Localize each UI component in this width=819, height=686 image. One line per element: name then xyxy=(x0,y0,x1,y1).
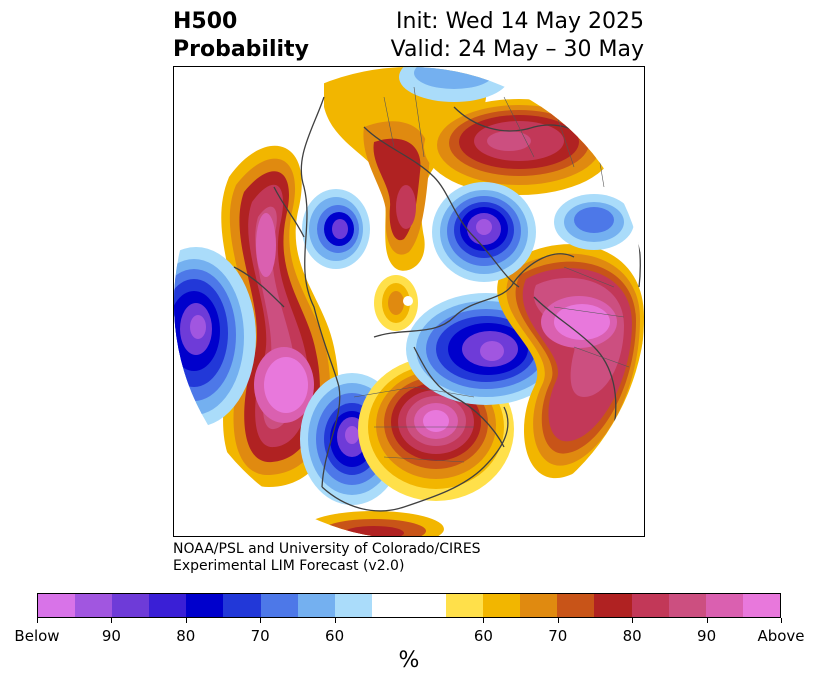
colorbar-segment xyxy=(631,594,669,617)
title-left: H500 Probability xyxy=(173,8,309,64)
colorbar-segment xyxy=(38,594,76,617)
colorbar-tick-mark xyxy=(632,618,634,623)
colorbar-tick-label: 90 xyxy=(697,627,717,645)
colorbar-tick-mark xyxy=(483,618,485,623)
colorbar-segment xyxy=(520,594,558,617)
colorbar-tick-label: 70 xyxy=(548,627,568,645)
colorbar-tick-mark xyxy=(706,618,708,623)
coastlines xyxy=(233,96,641,512)
probability-map xyxy=(174,67,644,536)
negative-anomaly-top xyxy=(399,67,509,102)
colorbar-unit: % xyxy=(398,648,420,673)
colorbar-tick-mark xyxy=(781,618,782,623)
credit-line-1: NOAA/PSL and University of Colorado/CIRE… xyxy=(173,541,481,557)
colorbar-segment xyxy=(446,594,484,617)
colorbar-tick-mark xyxy=(260,618,262,623)
positive-anomaly-europe xyxy=(497,244,644,479)
colorbar-segment xyxy=(149,594,187,617)
colorbar-segment xyxy=(112,594,150,617)
colorbar-tick-mark xyxy=(557,618,559,623)
negative-anomaly-alaska xyxy=(302,189,370,269)
colorbar-tick-mark xyxy=(185,618,187,623)
colorbar-tick-label: Below xyxy=(14,627,60,645)
colorbar-segment xyxy=(742,594,780,617)
negative-anomaly-east xyxy=(554,194,634,250)
positive-anomaly-siberia xyxy=(424,99,614,195)
negative-anomaly-scandinavia xyxy=(432,182,536,282)
colorbar-segment xyxy=(557,594,595,617)
colorbar-segment xyxy=(594,594,632,617)
colorbar-segment xyxy=(223,594,261,617)
title-right: Init: Wed 14 May 2025 Valid: 24 May – 30… xyxy=(391,8,644,64)
colorbar-tick-mark xyxy=(334,618,336,623)
colorbar-segment xyxy=(408,594,447,617)
title-quantity: Probability xyxy=(173,37,309,62)
colorbar-segment xyxy=(186,594,224,617)
colorbar xyxy=(37,593,781,618)
colorbar-tick-label: 60 xyxy=(325,627,345,645)
colorbar-tick-label: 70 xyxy=(250,627,270,645)
colorbar-segment xyxy=(260,594,298,617)
colorbar-tick-mark xyxy=(111,618,113,623)
colorbar-segment xyxy=(483,594,521,617)
colorbar-tick-mark xyxy=(37,618,38,623)
init-date: Init: Wed 14 May 2025 xyxy=(396,9,644,34)
positive-anomaly-pole xyxy=(374,275,418,331)
colorbar-segment xyxy=(297,594,335,617)
colorbar-segment xyxy=(668,594,706,617)
colorbar-tick-label: 60 xyxy=(473,627,493,645)
map-panel xyxy=(173,66,645,537)
credit-line-2: Experimental LIM Forecast (v2.0) xyxy=(173,558,405,574)
colorbar-segment xyxy=(334,594,372,617)
colorbar-segment xyxy=(371,594,409,617)
valid-range: Valid: 24 May – 30 May xyxy=(390,37,644,62)
colorbar-segment xyxy=(75,594,113,617)
colorbar-tick-label: 80 xyxy=(622,627,642,645)
negative-anomaly-west xyxy=(174,247,256,427)
positive-anomaly-south-edge xyxy=(304,511,444,536)
colorbar-tick-label: Above xyxy=(757,627,805,645)
colorbar-tick-label: 90 xyxy=(101,627,121,645)
title-variable: H500 xyxy=(173,9,238,34)
credit-text: NOAA/PSL and University of Colorado/CIRE… xyxy=(173,541,481,575)
colorbar-segment xyxy=(705,594,743,617)
colorbar-tick-label: 80 xyxy=(176,627,196,645)
